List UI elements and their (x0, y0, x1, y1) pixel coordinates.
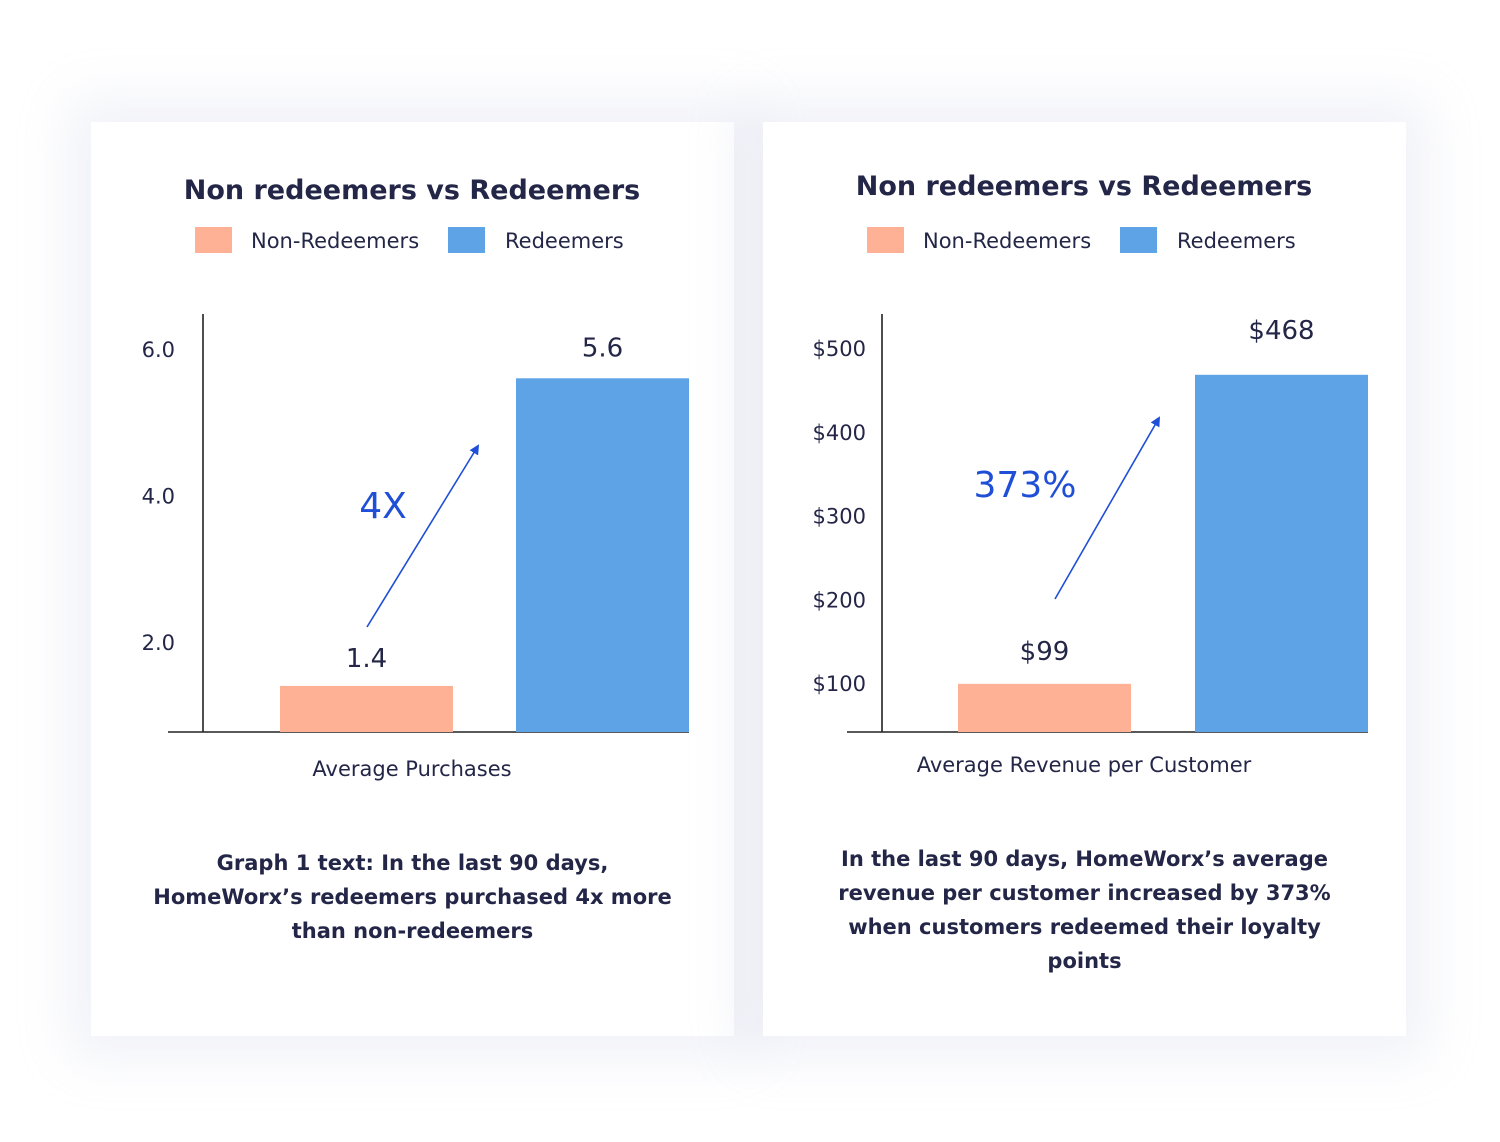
growth-annotation: 373% (974, 465, 1077, 506)
y-tick-label: $100 (813, 672, 866, 696)
chart-purchases: Non redeemers vs Redeemers Non-Redeemers… (142, 175, 689, 781)
growth-arrow (366, 444, 480, 628)
x-axis-label: Average Revenue per Customer (917, 753, 1252, 777)
y-tick-label: 4.0 (142, 485, 175, 509)
chart-title: Non redeemers vs Redeemers (856, 171, 1313, 202)
bar-non-redeemers (958, 683, 1131, 732)
legend-label-redeemers: Redeemers (505, 229, 624, 253)
y-tick-label: 6.0 (142, 338, 175, 362)
bar-non-redeemers (280, 685, 453, 732)
data-labels: $99 $468 (1020, 316, 1315, 667)
y-tick-labels: 2.0 4.0 6.0 (142, 338, 175, 655)
y-tick-label: $200 (813, 588, 866, 612)
legend-label-non-redeemers: Non-Redeemers (251, 229, 419, 253)
chart-caption: Graph 1 text: In the last 90 days, HomeW… (153, 851, 672, 943)
data-label-non-redeemers: 1.4 (346, 644, 387, 674)
legend-swatch-redeemers (1120, 227, 1157, 253)
y-tick-label: $400 (813, 421, 866, 445)
legend-swatch-redeemers (448, 227, 485, 253)
y-tick-labels: $100 $200 $300 $400 $500 (813, 337, 866, 696)
y-tick-label: 2.0 (142, 631, 175, 655)
data-label-non-redeemers: $99 (1020, 637, 1070, 667)
data-label-redeemers: $468 (1248, 316, 1314, 346)
legend-swatch-non-redeemers (195, 227, 232, 253)
growth-annotation: 4X (359, 486, 407, 527)
legend-swatch-non-redeemers (867, 227, 904, 253)
growth-arrow (1054, 416, 1160, 600)
legend-label-redeemers: Redeemers (1177, 229, 1296, 253)
bar-redeemers (516, 378, 689, 732)
chart-caption: In the last 90 days, HomeWorx’s average … (838, 847, 1331, 973)
bars (280, 378, 689, 732)
chart-title: Non redeemers vs Redeemers (184, 175, 641, 206)
bar-redeemers (1195, 374, 1368, 732)
x-axis-label: Average Purchases (312, 757, 511, 781)
y-tick-label: $300 (813, 505, 866, 529)
chart-card-revenue: Non redeemers vs Redeemers Non-Redeemers… (763, 122, 1406, 1036)
data-label-redeemers: 5.6 (582, 333, 623, 363)
legend-label-non-redeemers: Non-Redeemers (923, 229, 1091, 253)
chart-card-purchases: Non redeemers vs Redeemers Non-Redeemers… (91, 122, 734, 1036)
bars (958, 374, 1368, 732)
y-tick-label: $500 (813, 337, 866, 361)
chart-revenue: Non redeemers vs Redeemers Non-Redeemers… (813, 171, 1368, 777)
data-labels: 1.4 5.6 (346, 333, 623, 674)
